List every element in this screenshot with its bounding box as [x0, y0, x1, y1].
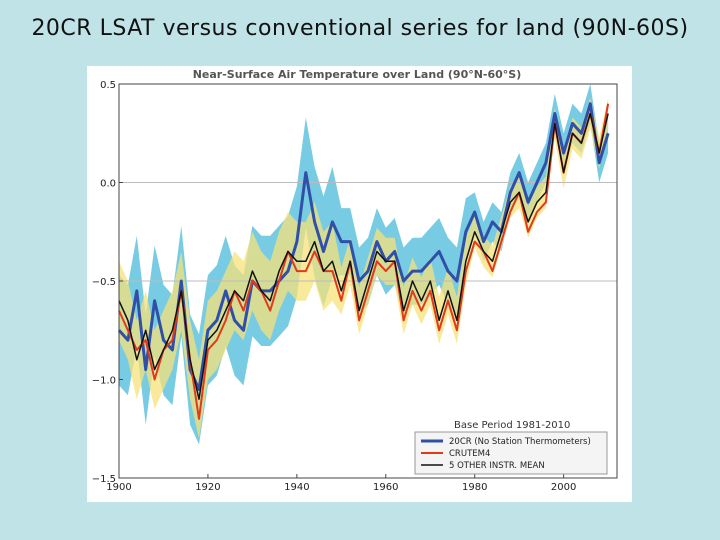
- y-tick-label: −0.5: [92, 277, 116, 288]
- y-tick-label: 0.0: [100, 179, 116, 190]
- x-tick-label: 1920: [195, 482, 220, 493]
- legend-box: [414, 431, 608, 475]
- slide-title: 20CR LSAT versus conventional series for…: [31, 16, 689, 41]
- legend-entry: CRUTEM4: [449, 449, 490, 459]
- y-tick-label: −1.0: [92, 376, 116, 387]
- x-tick-label: 1960: [373, 482, 398, 493]
- legend-entry: 5 OTHER INSTR. MEAN: [449, 461, 545, 471]
- x-tick-label: 1980: [462, 482, 487, 493]
- line-instr-mean: [118, 112, 609, 400]
- series-lines: [117, 102, 610, 420]
- legend-entry: 20CR (No Station Thermometers): [449, 437, 591, 447]
- legend: Base Period 1981-2010 20CR (No Station Th…: [414, 420, 608, 475]
- chart-svg: Near-Surface Air Temperature over Land (…: [92, 68, 618, 493]
- y-tick-label: −1.5: [92, 474, 116, 485]
- uncertainty-bands: [119, 84, 609, 445]
- x-tick-label: 1940: [284, 482, 309, 493]
- legend-title: Base Period 1981-2010: [454, 420, 570, 431]
- y-tick-label: 0.5: [100, 80, 116, 91]
- line-20cr: [117, 102, 610, 391]
- line-crutem4: [118, 103, 610, 420]
- band-20cr: [119, 84, 609, 445]
- x-tick-label: 2000: [551, 482, 576, 493]
- x-tick-label: 1900: [106, 482, 131, 493]
- chart-figure: Near-Surface Air Temperature over Land (…: [87, 66, 632, 502]
- chart-title: Near-Surface Air Temperature over Land (…: [193, 68, 522, 81]
